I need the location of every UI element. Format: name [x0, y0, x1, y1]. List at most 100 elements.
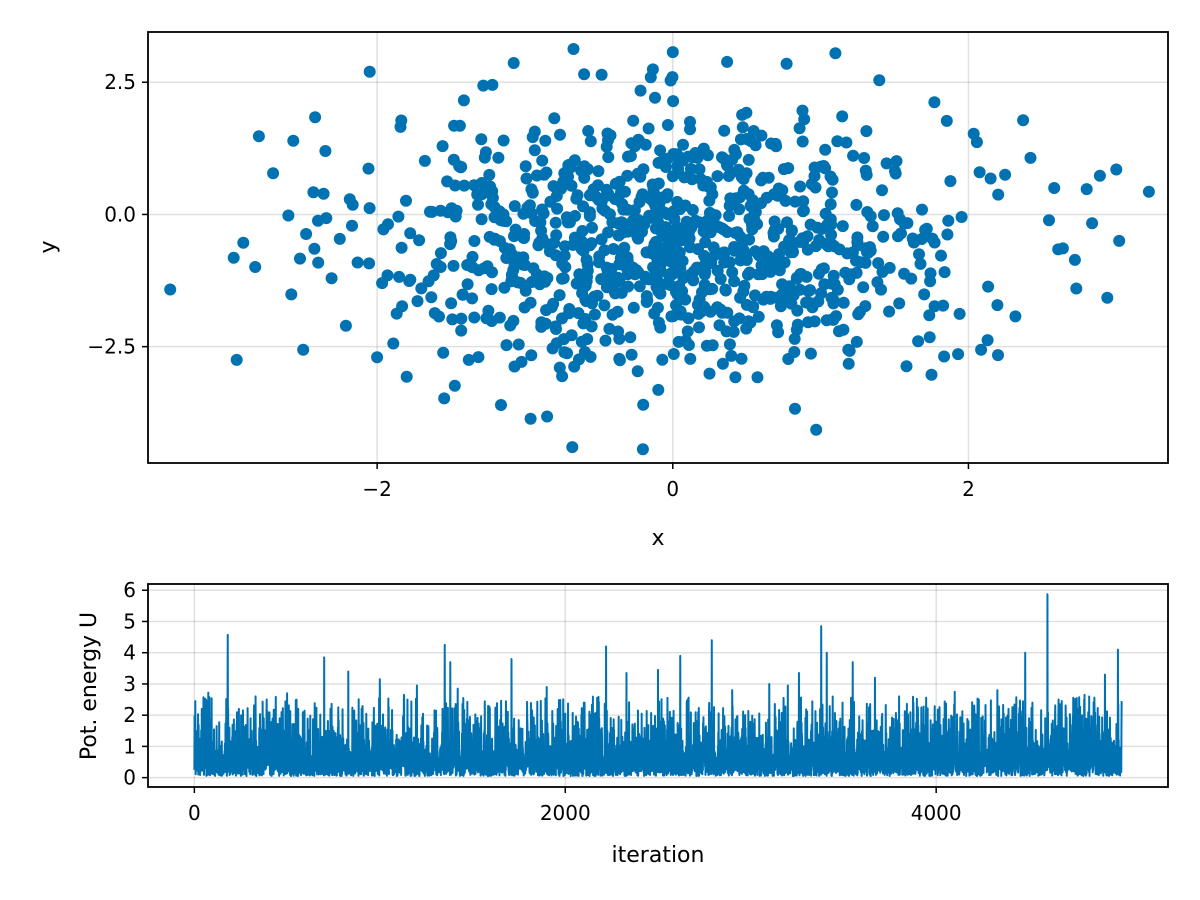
- energy-y-tick-label: 4: [123, 641, 136, 665]
- scatter-point: [387, 337, 400, 350]
- scatter-point: [953, 307, 966, 320]
- scatter-point: [656, 155, 669, 168]
- scatter-point: [718, 124, 731, 137]
- scatter-point: [797, 204, 810, 217]
- scatter-point: [312, 256, 325, 269]
- scatter-point: [325, 272, 338, 285]
- scatter-point: [496, 214, 509, 227]
- scatter-point: [735, 352, 748, 365]
- scatter-point: [738, 279, 751, 292]
- scatter-point: [603, 208, 616, 221]
- scatter-point: [634, 84, 647, 97]
- scatter-point: [519, 160, 532, 173]
- scatter-point: [760, 191, 773, 204]
- scatter-point: [581, 333, 594, 345]
- scatter-point: [549, 216, 562, 229]
- energy-ticks: 0 2000 4000 0 1 2 3 4 5 6: [123, 578, 961, 825]
- scatter-point: [644, 71, 657, 84]
- scatter-point: [540, 304, 553, 317]
- scatter-point: [544, 195, 557, 208]
- scatter-point: [825, 228, 838, 241]
- scatter-point: [541, 410, 554, 423]
- scatter-point: [658, 242, 671, 255]
- scatter-point: [928, 96, 941, 109]
- scatter-point: [609, 177, 622, 190]
- scatter-point: [749, 139, 762, 152]
- scatter-point: [561, 216, 574, 229]
- scatter-point: [920, 222, 933, 235]
- scatter-point: [624, 150, 637, 162]
- scatter-point: [436, 140, 449, 153]
- scatter-point: [733, 312, 746, 325]
- scatter-point: [924, 275, 937, 288]
- scatter-point: [404, 227, 417, 240]
- scatter-point: [831, 135, 844, 148]
- scatter-point: [363, 202, 376, 215]
- scatter-point: [746, 223, 759, 236]
- scatter-point: [633, 280, 646, 293]
- scatter-point: [500, 339, 513, 352]
- scatter-point: [636, 188, 649, 201]
- scatter-point: [686, 173, 699, 186]
- scatter-point: [415, 282, 428, 295]
- scatter-point: [928, 300, 941, 313]
- scatter-point: [800, 296, 813, 309]
- scatter-point: [872, 257, 885, 270]
- scatter-point: [723, 210, 736, 222]
- scatter-point: [837, 296, 850, 309]
- scatter-point: [797, 195, 810, 208]
- scatter-point: [660, 277, 673, 290]
- scatter-point: [703, 367, 716, 380]
- scatter-point: [533, 236, 546, 249]
- scatter-point: [925, 368, 938, 381]
- scatter-point: [693, 163, 706, 176]
- energy-x-axis-label: iteration: [612, 843, 705, 868]
- scatter-point: [795, 268, 808, 280]
- scatter-point: [634, 170, 647, 183]
- scatter-point: [827, 313, 840, 326]
- scatter-point: [434, 247, 447, 260]
- scatter-point: [755, 129, 768, 142]
- scatter-point: [890, 155, 903, 168]
- energy-y-axis-label: Pot. energy U: [77, 612, 102, 760]
- energy-y-tick-label: 0: [123, 766, 136, 790]
- scatter-point: [684, 268, 697, 281]
- scatter-point: [455, 312, 468, 325]
- scatter-point: [726, 266, 739, 279]
- scatter-point: [846, 246, 859, 259]
- scatter-point: [508, 360, 521, 373]
- scatter-point: [752, 249, 765, 262]
- scatter-point: [377, 223, 390, 236]
- scatter-point: [486, 78, 499, 91]
- scatter-point: [666, 71, 679, 84]
- scatter-point: [1110, 163, 1123, 176]
- scatter-point: [456, 288, 469, 301]
- scatter-point: [625, 348, 638, 361]
- scatter-point: [923, 331, 936, 344]
- scatter-point: [742, 153, 755, 166]
- scatter-point: [497, 134, 510, 147]
- scatter-point: [549, 249, 562, 262]
- scatter-point: [836, 110, 849, 123]
- scatter-ticks: −2 0 2 −2.5 0.0 2.5: [87, 70, 974, 501]
- scatter-point: [648, 270, 661, 283]
- scatter-point: [839, 266, 852, 279]
- scatter-point: [448, 379, 461, 392]
- scatter-point: [970, 136, 983, 149]
- scatter-point: [505, 248, 518, 261]
- scatter-point: [780, 57, 793, 70]
- scatter-point: [537, 207, 550, 220]
- scatter-point: [761, 250, 774, 263]
- scatter-point: [535, 320, 548, 333]
- scatter-point: [736, 121, 749, 134]
- scatter-x-tick-label: −2: [362, 477, 391, 501]
- scatter-point: [565, 329, 578, 342]
- scatter-x-axis-label: x: [651, 526, 664, 551]
- scatter-point: [1113, 234, 1126, 247]
- scatter-point: [475, 213, 488, 226]
- scatter-point: [858, 152, 871, 164]
- energy-frame: [147, 583, 1169, 788]
- scatter-point: [227, 251, 240, 264]
- scatter-point: [654, 251, 667, 264]
